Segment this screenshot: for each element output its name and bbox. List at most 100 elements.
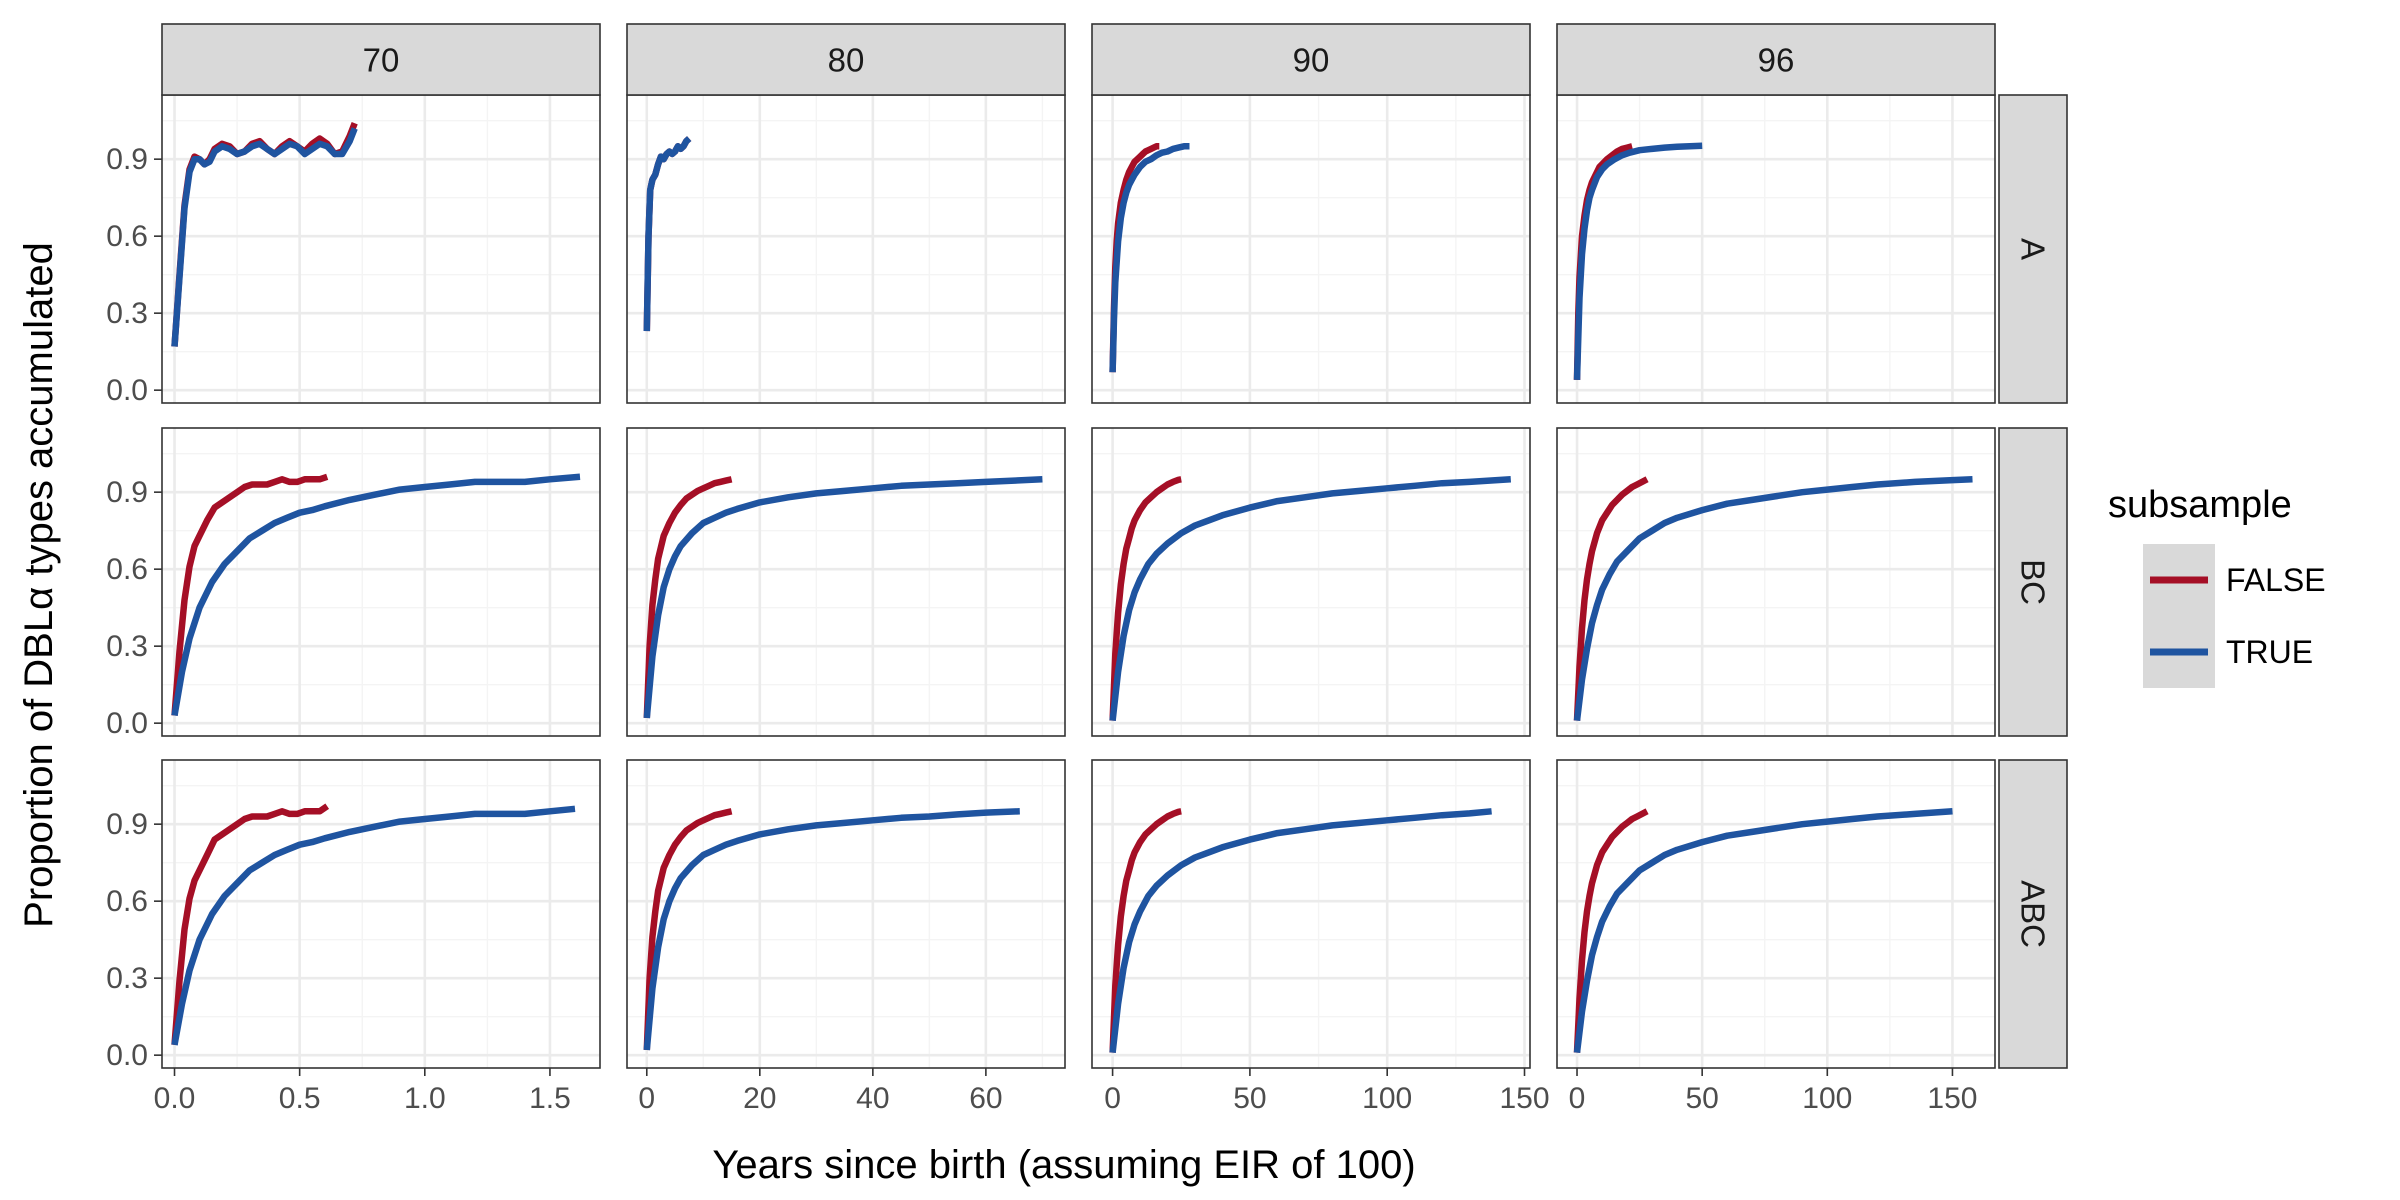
x-tick-label: 100 <box>1362 1082 1412 1115</box>
strip-background <box>1998 759 2068 1069</box>
panel-ABC-96 <box>1556 759 1996 1069</box>
series-line-true-ABC-90 <box>1109 808 1492 1053</box>
series-line-true-BC-80 <box>643 476 1043 719</box>
x-tick-label: 0.0 <box>154 1082 196 1115</box>
strip-row-ABC: ABC <box>1998 759 2068 1069</box>
strip-row-A: A <box>1998 94 2068 404</box>
panel-background <box>1092 95 1530 403</box>
y-tick-label: 0.0 <box>106 1039 148 1072</box>
y-tick-label: 0.6 <box>106 553 148 586</box>
x-tick-label: 50 <box>1685 1082 1718 1115</box>
x-tick-label: 1.0 <box>404 1082 446 1115</box>
strip-background <box>1556 23 1996 96</box>
y-tick-label: 0.3 <box>106 297 148 330</box>
legend-label: FALSE <box>2226 562 2326 598</box>
y-tick-label: 0.3 <box>106 630 148 663</box>
panel-border <box>1091 427 1531 737</box>
strip-label: BC <box>2015 559 2052 605</box>
panel-background <box>162 760 600 1068</box>
panel-ABC-90 <box>1091 759 1531 1069</box>
strip-col-70: 70 <box>161 23 601 96</box>
panel-background <box>627 760 1065 1068</box>
panel-background <box>627 428 1065 736</box>
x-tick-label: 1.5 <box>529 1082 571 1115</box>
series-line-true-BC-70 <box>171 473 581 717</box>
series-line-true-A-90 <box>1109 143 1190 373</box>
y-tick-label: 0.9 <box>106 808 148 841</box>
panel-border <box>1556 427 1996 737</box>
series-line-true-A-96 <box>1573 142 1703 380</box>
series-line-true-BC-96 <box>1573 476 1973 721</box>
panel-A-70 <box>161 94 601 404</box>
panels-layer <box>161 94 1996 1069</box>
legend-title: subsample <box>2108 484 2292 526</box>
panel-border <box>1556 759 1996 1069</box>
x-tick-label: 150 <box>1927 1082 1977 1115</box>
x-tick-label: 40 <box>856 1082 889 1115</box>
y-tick-label: 0.9 <box>106 143 148 176</box>
strip-col-90: 90 <box>1091 23 1531 96</box>
strip-label: 96 <box>1758 42 1795 79</box>
strip-background <box>626 23 1066 96</box>
x-tick-label: 150 <box>1499 1082 1549 1115</box>
series-line-false-BC-70 <box>171 473 329 716</box>
legend: subsample FALSE TRUE <box>2108 484 2326 688</box>
panel-ABC-80 <box>626 759 1066 1069</box>
series-line-false-ABC-80 <box>643 808 733 1051</box>
strip-background <box>1091 23 1531 96</box>
series-line-false-ABC-70 <box>171 803 330 1046</box>
panel-background <box>162 95 600 403</box>
panel-BC-90 <box>1091 427 1531 737</box>
series-line-false-BC-90 <box>1109 476 1182 721</box>
y-tick-label: 0.0 <box>106 374 148 407</box>
strip-background <box>161 23 601 96</box>
panel-border <box>161 759 601 1069</box>
strip-background <box>1998 427 2068 737</box>
y-tick-label: 0.0 <box>106 707 148 740</box>
x-tick-label: 50 <box>1233 1082 1266 1115</box>
x-tick-label: 100 <box>1802 1082 1852 1115</box>
series-line-false-ABC-96 <box>1573 808 1649 1053</box>
panel-background <box>1557 95 1995 403</box>
panel-BC-80 <box>626 427 1066 737</box>
panel-border <box>161 427 601 737</box>
strip-row-BC: BC <box>1998 427 2068 737</box>
x-tick-label: 60 <box>969 1082 1002 1115</box>
strip-label: 70 <box>363 42 400 79</box>
series-line-true-ABC-80 <box>643 808 1020 1051</box>
panel-ABC-70 <box>161 759 601 1069</box>
legend-entry-true: TRUE <box>2150 634 2313 670</box>
x-axis-title: Years since birth (assuming EIR of 100) <box>712 1143 1415 1187</box>
strip-col-80: 80 <box>626 23 1066 96</box>
y-axis-title: Proportion of DBLα types accumulated <box>17 242 61 928</box>
y-tick-label: 0.3 <box>106 962 148 995</box>
panel-background <box>1092 428 1530 736</box>
panel-background <box>162 428 600 736</box>
panel-border <box>626 759 1066 1069</box>
panel-BC-96 <box>1556 427 1996 737</box>
panel-A-96 <box>1556 94 1996 404</box>
panel-background <box>1557 428 1995 736</box>
y-tick-label: 0.6 <box>106 885 148 918</box>
strip-background <box>1998 94 2068 404</box>
legend-entry-false: FALSE <box>2150 562 2326 598</box>
strip-label: A <box>2015 238 2052 260</box>
panel-background <box>627 95 1065 403</box>
series-line-false-BC-80 <box>643 476 733 719</box>
legend-key-background <box>2143 544 2215 688</box>
x-tick-label: 0 <box>638 1082 655 1115</box>
panel-border <box>1091 759 1531 1069</box>
y-tick-label: 0.6 <box>106 220 148 253</box>
series-line-false-ABC-90 <box>1109 808 1182 1053</box>
x-tick-label: 20 <box>743 1082 776 1115</box>
y-tick-label: 0.9 <box>106 476 148 509</box>
series-line-true-BC-90 <box>1109 476 1512 721</box>
panel-A-90 <box>1091 94 1531 404</box>
panel-background <box>1557 760 1995 1068</box>
x-tick-label: 0 <box>1569 1082 1586 1115</box>
strip-label: 90 <box>1293 42 1330 79</box>
strip-label: ABC <box>2015 880 2052 948</box>
series-line-true-A-80 <box>643 136 692 332</box>
